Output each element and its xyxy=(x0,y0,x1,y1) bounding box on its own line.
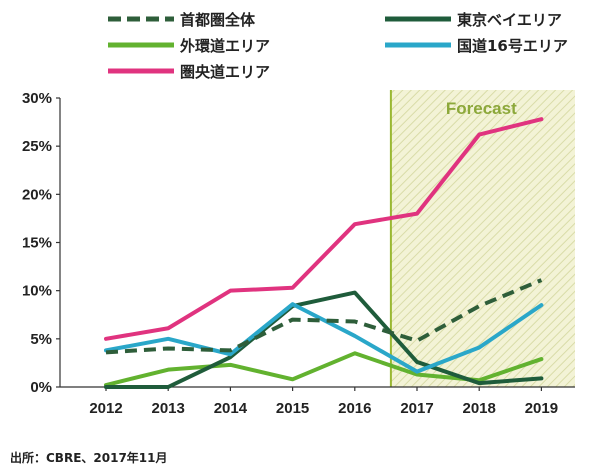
x-tick-label: 2019 xyxy=(525,400,558,417)
x-tick-label: 2015 xyxy=(276,400,309,417)
series-line-1 xyxy=(104,290,544,389)
y-tick-label: 0% xyxy=(30,379,52,396)
series-layer xyxy=(104,117,544,389)
series-line-0 xyxy=(105,278,543,355)
legend-label-0: 首都圏全体 xyxy=(180,11,256,29)
series-line-4 xyxy=(104,117,544,341)
series-line-3 xyxy=(104,302,544,374)
source-note: 出所：CBRE、2017年11月 xyxy=(10,450,168,465)
x-axis-ticks: 2012 2013 2014 2015 2016 2017 2018 2019 xyxy=(89,387,558,417)
legend-label-3: 国道16号エリア xyxy=(457,37,568,55)
y-tick-label: 20% xyxy=(22,186,52,203)
y-axis-ticks: 0% 5% 10% 15% 20% 25% 30% xyxy=(22,90,60,396)
legend-label-1: 東京ベイエリア xyxy=(457,11,562,29)
y-tick-label: 5% xyxy=(30,331,52,348)
y-tick-label: 25% xyxy=(22,138,52,155)
y-tick-label: 15% xyxy=(22,235,52,252)
x-tick-label: 2016 xyxy=(338,400,371,417)
x-tick-label: 2017 xyxy=(400,400,433,417)
x-tick-label: 2013 xyxy=(152,400,185,417)
legend-label-4: 圏央道エリア xyxy=(180,63,270,81)
y-tick-label: 10% xyxy=(22,283,52,300)
x-tick-label: 2018 xyxy=(463,400,496,417)
x-tick-label: 2012 xyxy=(89,400,122,417)
y-tick-label: 30% xyxy=(22,90,52,107)
x-tick-label: 2014 xyxy=(214,400,248,417)
legend-label-2: 外環道エリア xyxy=(179,37,270,55)
forecast-label: Forecast xyxy=(446,99,517,118)
